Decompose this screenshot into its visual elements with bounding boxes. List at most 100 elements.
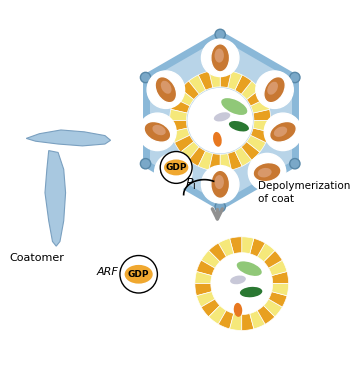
Ellipse shape: [155, 77, 177, 103]
Ellipse shape: [270, 121, 296, 142]
Wedge shape: [171, 128, 190, 143]
Wedge shape: [195, 271, 212, 284]
Wedge shape: [198, 151, 213, 170]
Wedge shape: [218, 310, 234, 329]
Wedge shape: [181, 81, 199, 99]
Wedge shape: [242, 237, 254, 254]
Ellipse shape: [144, 121, 171, 142]
Wedge shape: [170, 109, 187, 121]
Ellipse shape: [253, 163, 281, 182]
Wedge shape: [209, 153, 220, 171]
Circle shape: [201, 39, 239, 77]
Wedge shape: [250, 128, 269, 143]
Wedge shape: [175, 135, 194, 152]
Wedge shape: [209, 70, 220, 88]
Circle shape: [187, 88, 253, 153]
Wedge shape: [228, 151, 242, 170]
Wedge shape: [201, 251, 220, 268]
Wedge shape: [171, 99, 190, 113]
Ellipse shape: [264, 77, 285, 103]
Circle shape: [141, 158, 151, 169]
Wedge shape: [257, 305, 275, 324]
Circle shape: [139, 113, 176, 150]
Ellipse shape: [267, 82, 278, 95]
Ellipse shape: [274, 127, 287, 137]
Circle shape: [215, 201, 225, 212]
Wedge shape: [253, 121, 271, 132]
Text: P: P: [186, 177, 193, 190]
Circle shape: [155, 153, 192, 191]
Ellipse shape: [258, 168, 272, 177]
Ellipse shape: [214, 175, 224, 189]
Ellipse shape: [214, 48, 224, 63]
Wedge shape: [246, 89, 266, 106]
Wedge shape: [181, 142, 199, 160]
Wedge shape: [264, 251, 282, 268]
Wedge shape: [197, 292, 215, 307]
Polygon shape: [146, 34, 295, 207]
Circle shape: [160, 152, 192, 183]
Ellipse shape: [221, 98, 247, 115]
Wedge shape: [228, 71, 242, 90]
Ellipse shape: [153, 125, 166, 135]
Polygon shape: [26, 130, 111, 146]
Wedge shape: [241, 81, 260, 99]
Ellipse shape: [240, 287, 262, 297]
Circle shape: [147, 71, 185, 108]
Wedge shape: [230, 313, 242, 330]
Wedge shape: [250, 310, 265, 329]
Circle shape: [256, 71, 293, 108]
Ellipse shape: [211, 170, 230, 198]
Wedge shape: [241, 142, 260, 160]
Text: Coatomer: Coatomer: [9, 253, 64, 263]
Wedge shape: [230, 237, 242, 254]
Circle shape: [264, 113, 302, 150]
Wedge shape: [242, 313, 254, 330]
Ellipse shape: [237, 261, 262, 276]
Circle shape: [201, 166, 239, 203]
Wedge shape: [175, 89, 194, 106]
Wedge shape: [264, 299, 282, 317]
Circle shape: [290, 158, 300, 169]
Wedge shape: [220, 153, 232, 171]
Ellipse shape: [164, 160, 188, 175]
Ellipse shape: [211, 44, 230, 72]
Text: GDP: GDP: [128, 270, 150, 279]
Wedge shape: [189, 75, 206, 94]
Wedge shape: [253, 109, 271, 121]
Wedge shape: [197, 260, 215, 276]
Ellipse shape: [214, 112, 230, 121]
Ellipse shape: [213, 132, 222, 147]
Wedge shape: [198, 71, 213, 90]
Ellipse shape: [124, 265, 153, 284]
Wedge shape: [250, 99, 269, 113]
Wedge shape: [235, 75, 252, 94]
Wedge shape: [189, 147, 206, 166]
Circle shape: [248, 153, 286, 191]
Ellipse shape: [229, 121, 249, 132]
Text: GDP: GDP: [165, 163, 187, 172]
Ellipse shape: [234, 303, 242, 317]
Circle shape: [215, 29, 225, 40]
Polygon shape: [45, 150, 66, 246]
Wedge shape: [170, 121, 187, 132]
Wedge shape: [250, 239, 265, 257]
Wedge shape: [272, 271, 289, 284]
Wedge shape: [269, 292, 287, 307]
Text: i: i: [193, 181, 195, 191]
Circle shape: [290, 72, 300, 83]
Wedge shape: [272, 284, 289, 296]
Wedge shape: [246, 135, 266, 152]
Text: ARF: ARF: [96, 267, 118, 277]
Wedge shape: [269, 260, 287, 276]
Wedge shape: [257, 243, 275, 262]
Wedge shape: [201, 299, 220, 317]
Wedge shape: [209, 243, 226, 262]
Wedge shape: [220, 70, 232, 88]
Text: Depolymerization
of coat: Depolymerization of coat: [258, 181, 350, 204]
Ellipse shape: [161, 81, 171, 94]
Ellipse shape: [169, 166, 182, 176]
Ellipse shape: [159, 163, 187, 182]
Circle shape: [141, 72, 151, 83]
Ellipse shape: [230, 276, 246, 284]
